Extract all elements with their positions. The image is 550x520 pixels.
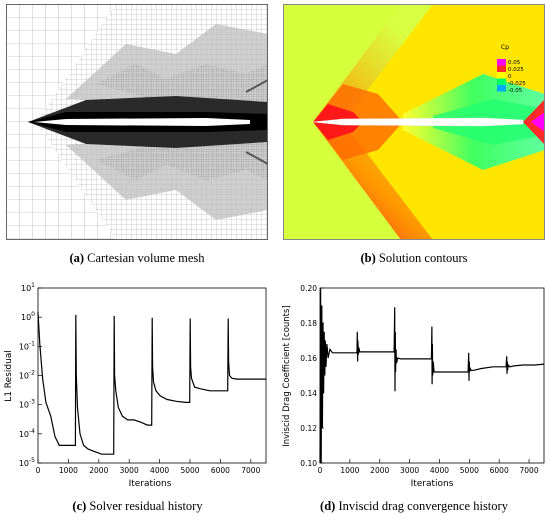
x-tick-label: 2000 bbox=[89, 466, 108, 475]
residual-series-line bbox=[37, 311, 266, 455]
panel-c-residual-chart: 10-5 10-4 10-3 10-2 10-1 100 101 0 1000 2000 3000… bbox=[0, 280, 275, 495]
y-axis-label: L1 Residual bbox=[4, 350, 14, 402]
cp-legend-label: -0.05 bbox=[508, 88, 523, 94]
cp-legend-swatch bbox=[497, 85, 506, 92]
x-axis-label: Iterations bbox=[129, 479, 172, 489]
x-tick-label: 5000 bbox=[460, 466, 479, 475]
caption-d-letter: (d) bbox=[320, 499, 336, 513]
x-tick-label: 4000 bbox=[430, 466, 449, 475]
x-tick-label: 1000 bbox=[340, 466, 359, 475]
x-tick-label: 2000 bbox=[370, 466, 389, 475]
cp-legend-swatch bbox=[497, 59, 506, 66]
drag-chart: 0.10 0.12 0.14 0.16 0.18 0.20 0 1000 2000 3000 40… bbox=[282, 284, 545, 489]
caption-d: (d) Inviscid drag convergence history bbox=[278, 499, 550, 514]
y-tick-label: 100 bbox=[21, 311, 35, 322]
contour-image: Cp 0.05 0.025 0 -0.025 -0.05 bbox=[283, 4, 545, 240]
y-tick-label: 10-2 bbox=[19, 370, 35, 381]
y-tick-label: 10-4 bbox=[19, 428, 35, 439]
caption-b-letter: (b) bbox=[360, 251, 376, 265]
cp-legend: Cp 0.05 0.025 0 -0.025 -0.05 bbox=[497, 44, 526, 94]
y-tick-label: 0.14 bbox=[300, 389, 317, 398]
caption-c: (c) Solver residual history bbox=[0, 499, 275, 514]
panel-a-mesh bbox=[6, 4, 268, 240]
x-axis-label: Iterations bbox=[411, 479, 454, 489]
panel-b-contours: Cp 0.05 0.025 0 -0.025 -0.05 bbox=[283, 4, 545, 240]
y-tick-label: 101 bbox=[21, 282, 35, 293]
cp-legend-swatch bbox=[497, 78, 506, 85]
x-tick-label: 0 bbox=[36, 466, 41, 475]
y-tick-label: 10-1 bbox=[19, 340, 35, 351]
y-tick-label: 0.16 bbox=[300, 354, 317, 363]
cp-legend-label: 0 bbox=[508, 74, 512, 80]
cp-legend-swatch bbox=[497, 65, 506, 72]
drag-series-line bbox=[319, 287, 545, 464]
x-tick-label: 6000 bbox=[211, 466, 230, 475]
panel-d-drag-chart: 0.10 0.12 0.14 0.16 0.18 0.20 0 1000 2000 3000 40… bbox=[278, 280, 550, 495]
mesh-image bbox=[6, 4, 268, 240]
caption-c-letter: (c) bbox=[72, 499, 87, 513]
cp-legend-swatch bbox=[497, 72, 506, 79]
caption-a-text: Cartesian volume mesh bbox=[87, 251, 205, 265]
residual-chart: 10-5 10-4 10-3 10-2 10-1 100 101 0 1000 2000 3000… bbox=[4, 282, 267, 489]
x-tick-label: 6000 bbox=[490, 466, 509, 475]
x-tick-label: 1000 bbox=[59, 466, 78, 475]
x-tick-label: 5000 bbox=[180, 466, 199, 475]
caption-d-text: Inviscid drag convergence history bbox=[338, 499, 508, 513]
caption-a-letter: (a) bbox=[69, 251, 85, 265]
y-tick-label: 0.18 bbox=[300, 319, 317, 328]
cp-legend-label: 0.05 bbox=[508, 60, 521, 66]
x-tick-label: 3000 bbox=[400, 466, 419, 475]
x-tick-label: 3000 bbox=[120, 466, 139, 475]
y-tick-label: 10-5 bbox=[19, 457, 35, 468]
x-tick-label: 0 bbox=[318, 466, 323, 475]
caption-c-text: Solver residual history bbox=[89, 499, 203, 513]
cp-legend-label: -0.025 bbox=[508, 81, 526, 87]
caption-a: (a) Cartesian volume mesh bbox=[6, 251, 268, 266]
x-tick-label: 7000 bbox=[241, 466, 260, 475]
y-tick-label: 0.10 bbox=[300, 459, 317, 468]
x-tick-label: 4000 bbox=[150, 466, 169, 475]
cp-legend-title: Cp bbox=[501, 44, 509, 51]
cp-legend-label: 0.025 bbox=[508, 67, 524, 73]
x-tick-label: 7000 bbox=[520, 466, 539, 475]
caption-b: (b) Solution contours bbox=[283, 251, 545, 266]
y-tick-label: 10-3 bbox=[19, 399, 35, 410]
y-axis-label: Inviscid Drag Coefficient [counts] bbox=[282, 305, 292, 447]
caption-b-text: Solution contours bbox=[378, 251, 468, 265]
y-tick-label: 0.12 bbox=[300, 424, 317, 433]
y-tick-label: 0.20 bbox=[300, 284, 317, 293]
